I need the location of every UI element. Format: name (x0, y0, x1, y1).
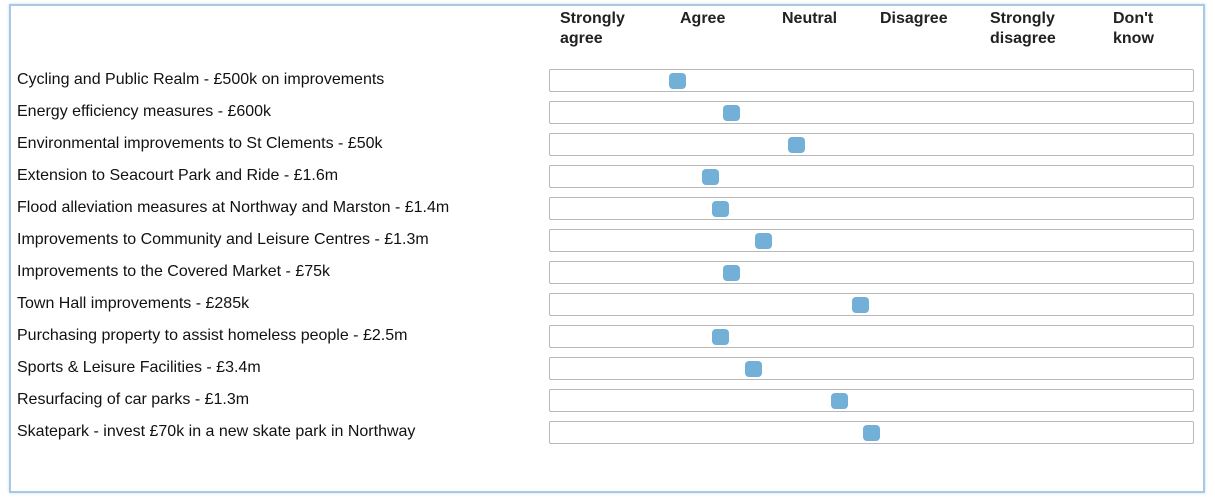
slider-track[interactable] (549, 165, 1194, 188)
slider-track[interactable] (549, 229, 1194, 252)
question-label: Purchasing property to assist homeless p… (17, 327, 408, 344)
question-row: Environmental improvements to St Clement… (17, 130, 1197, 162)
question-label: Resurfacing of car parks - £1.3m (17, 391, 250, 408)
slider-track[interactable] (549, 357, 1194, 380)
column-header: Strongly disagree (990, 10, 1056, 47)
slider-handle[interactable] (712, 329, 730, 345)
question-label: Improvements to Community and Leisure Ce… (17, 231, 429, 248)
question-row: Skatepark - invest £70k in a new skate p… (17, 418, 1197, 450)
question-label: Cycling and Public Realm - £500k on impr… (17, 71, 385, 88)
slider-track[interactable] (549, 101, 1194, 124)
question-row: Cycling and Public Realm - £500k on impr… (17, 66, 1197, 98)
slider-track[interactable] (549, 197, 1194, 220)
slider-handle[interactable] (723, 105, 740, 121)
slider-handle[interactable] (862, 425, 880, 441)
column-header: Disagree (880, 10, 948, 27)
question-label: Environmental improvements to St Clement… (17, 135, 383, 152)
slider-handle[interactable] (744, 361, 762, 377)
slider-handle[interactable] (701, 169, 719, 185)
question-row: Purchasing property to assist homeless p… (17, 322, 1197, 354)
slider-track[interactable] (549, 421, 1194, 444)
rows: Cycling and Public Realm - £500k on impr… (17, 66, 1197, 450)
question-row: Improvements to Community and Leisure Ce… (17, 226, 1197, 258)
column-header: Neutral (782, 10, 838, 27)
question-row: Improvements to the Covered Market - £75… (17, 258, 1197, 290)
question-row: Sports & Leisure Facilities - £3.4m (17, 354, 1197, 386)
question-row: Extension to Seacourt Park and Ride - £1… (17, 162, 1197, 194)
column-header: Agree (680, 10, 726, 27)
survey-panel (9, 4, 1205, 493)
slider-handle[interactable] (712, 201, 730, 217)
column-header: Don't know (1113, 10, 1154, 47)
question-label: Town Hall improvements - £285k (17, 295, 250, 312)
slider-handle[interactable] (669, 73, 687, 89)
slider-handle[interactable] (787, 137, 805, 153)
slider-track[interactable] (549, 133, 1194, 156)
slider-track[interactable] (549, 293, 1194, 316)
question-label: Improvements to the Covered Market - £75… (17, 263, 331, 280)
question-row: Energy efficiency measures - £600k (17, 98, 1197, 130)
slider-track[interactable] (549, 69, 1194, 92)
question-label: Sports & Leisure Facilities - £3.4m (17, 359, 261, 376)
slider-handle[interactable] (852, 297, 869, 313)
column-header: Strongly agree (560, 10, 625, 47)
slider-track[interactable] (549, 389, 1194, 412)
question-label: Skatepark - invest £70k in a new skate p… (17, 423, 416, 440)
slider-track[interactable] (549, 325, 1194, 348)
question-label: Energy efficiency measures - £600k (17, 103, 272, 120)
question-row: Flood alleviation measures at Northway a… (17, 194, 1197, 226)
slider-handle[interactable] (830, 393, 848, 409)
question-row: Resurfacing of car parks - £1.3m (17, 386, 1197, 418)
slider-handle[interactable] (755, 233, 773, 249)
question-label: Flood alleviation measures at Northway a… (17, 199, 450, 216)
question-label: Extension to Seacourt Park and Ride - £1… (17, 167, 339, 184)
slider-track[interactable] (549, 261, 1194, 284)
question-row: Town Hall improvements - £285k (17, 290, 1197, 322)
slider-handle[interactable] (723, 265, 740, 281)
